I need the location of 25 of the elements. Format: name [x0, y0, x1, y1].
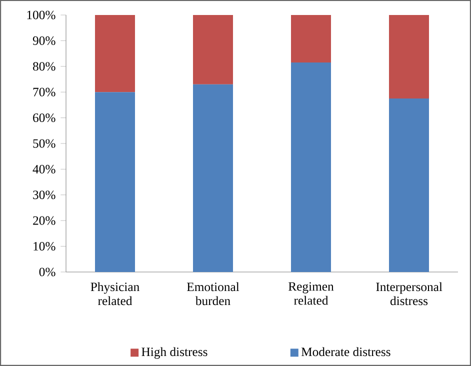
y-tick-label: 70% [33, 88, 56, 96]
y-tick-label: 30% [33, 190, 56, 200]
x-tick-label: Emotional burden [186, 282, 240, 306]
bar [388, 14, 429, 99]
bar [290, 14, 331, 63]
bar [95, 14, 135, 92]
legend-label: Moderate distress [301, 347, 390, 356]
bar [193, 14, 233, 84]
bar [388, 98, 429, 272]
y-tick-label: 90% [32, 36, 56, 45]
x-tick-label: Interpersonal distress [376, 282, 442, 306]
y-tick-label: 20% [33, 216, 56, 225]
y-tick-label: 40% [32, 164, 56, 174]
y-tick-label: 10% [34, 242, 56, 251]
y-tick-label: 50% [33, 139, 56, 148]
bar [95, 92, 135, 272]
y-tick-label: 0% [39, 268, 56, 276]
bar [290, 62, 331, 272]
x-tick-label: Physician related [90, 282, 140, 306]
legend-label: High distress [142, 347, 208, 359]
bar [193, 84, 233, 272]
x-tick-label: Regimen related [288, 282, 334, 305]
y-tick-label: 100% [27, 10, 56, 20]
y-tick-label: 80% [33, 62, 56, 71]
y-tick-label: 60% [33, 113, 56, 122]
